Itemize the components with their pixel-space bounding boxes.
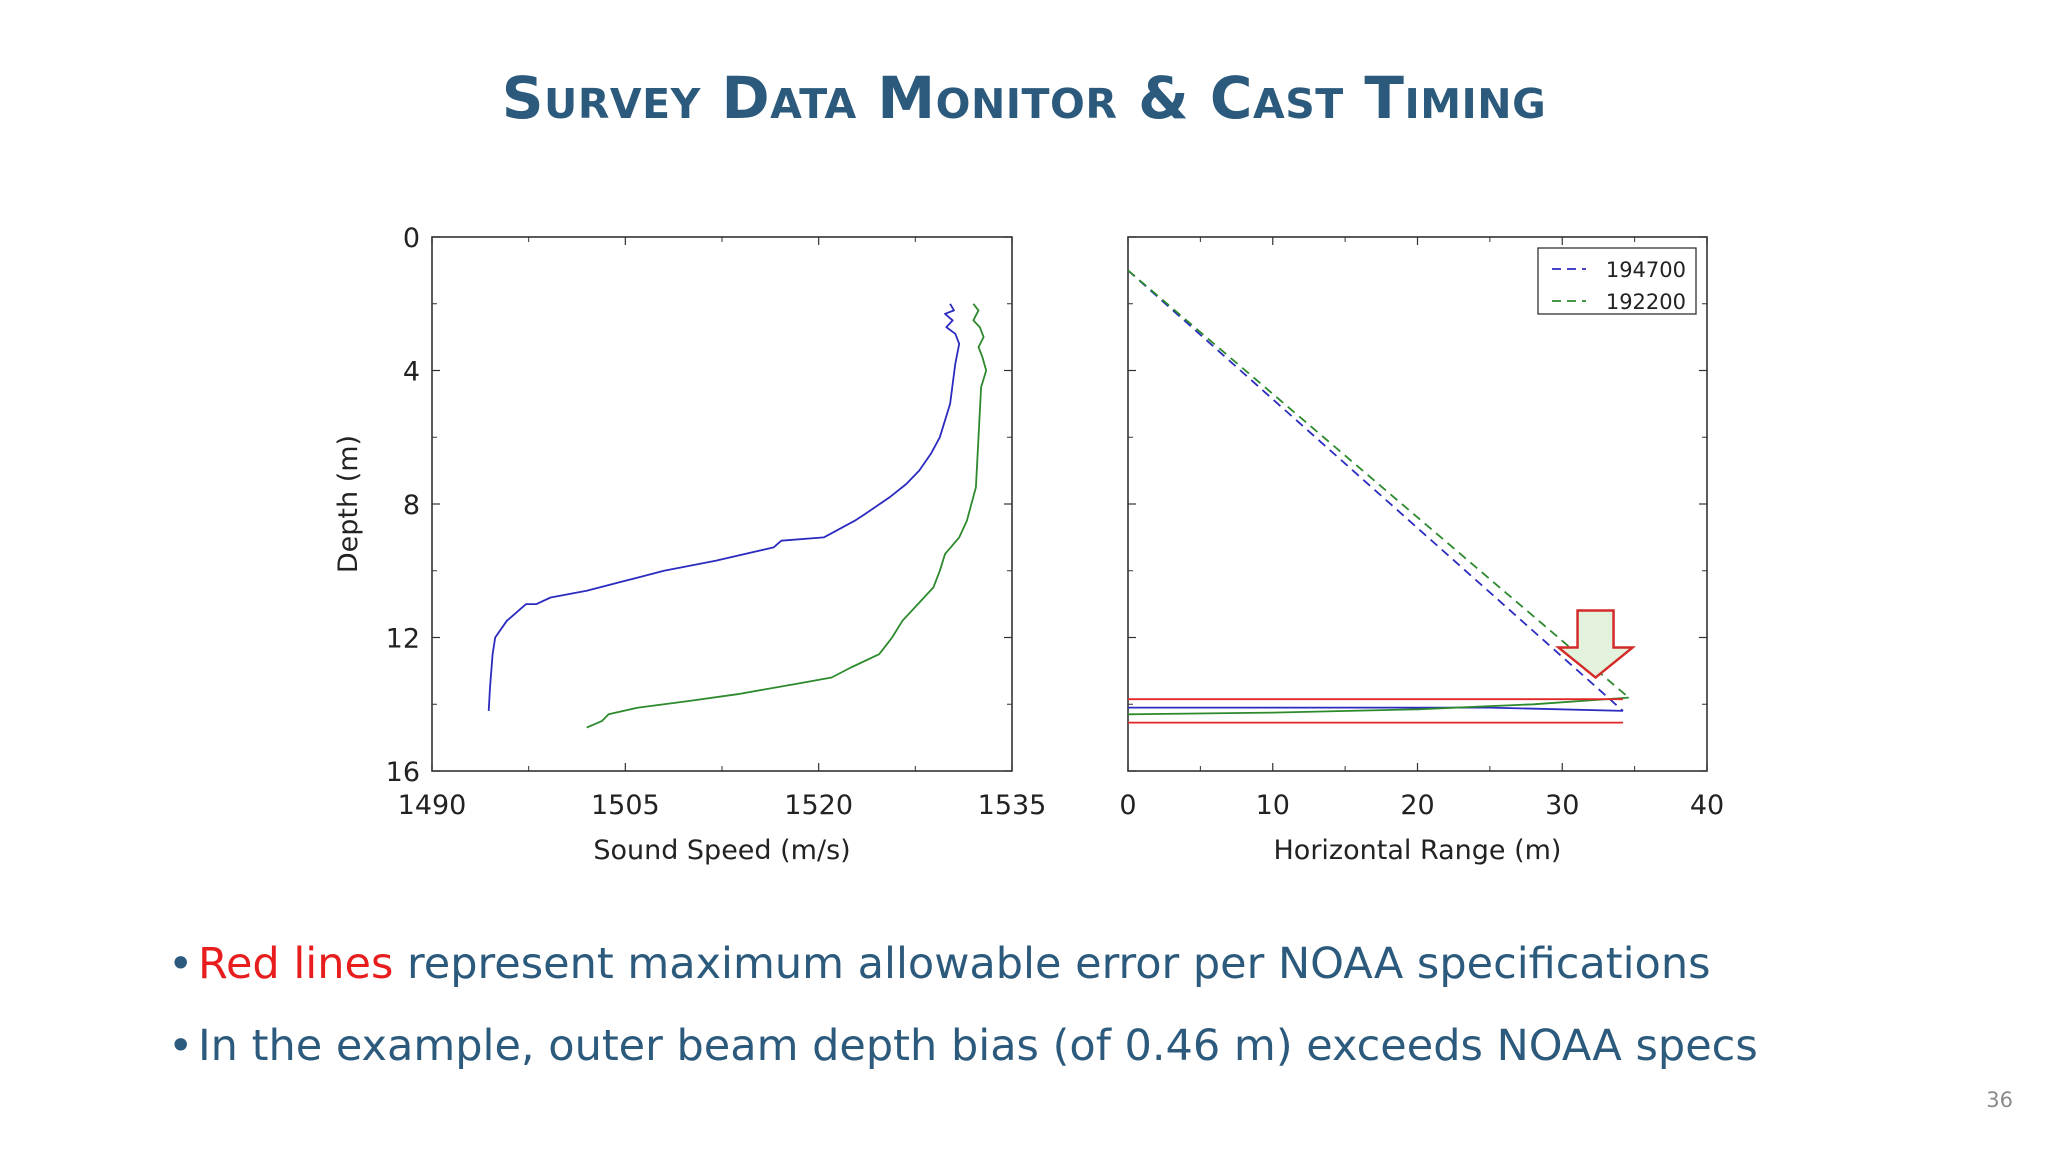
- x-tick-label: 20: [1400, 790, 1434, 821]
- y-axis-label: Depth (m): [333, 435, 364, 573]
- x-axis-label: Horizontal Range (m): [1274, 835, 1562, 866]
- series-line-192200: [1127, 269, 1630, 699]
- bullet-item-depth-bias: • In the example, outer beam depth bias (…: [168, 1016, 1758, 1076]
- legend-box: [1537, 247, 1697, 315]
- bullet-dot: •: [168, 1021, 194, 1071]
- series-line-194700-bottom: [1128, 706, 1624, 712]
- x-axis-label: Sound Speed (m/s): [593, 835, 850, 866]
- x-tick-label: 40: [1690, 790, 1724, 821]
- series-line-192200-bottom: [1127, 696, 1629, 716]
- charts-figure: 1490 1505 1520 1535 0 4 8 12 16 Sound Speed (m/s)…: [333, 223, 1724, 866]
- x-tick-label: 1505: [591, 790, 660, 821]
- horizontal-range-chart: 0 10 20 30 40 Horizontal Range (m) 194700 19220…: [1119, 236, 1724, 866]
- x-tick-label: 10: [1256, 790, 1290, 821]
- sound-speed-chart: 1490 1505 1520 1535 0 4 8 12 16 Sound Speed (m/s)…: [333, 223, 1046, 866]
- page-title: Survey Data Monitor & Cast Timing: [501, 64, 1547, 132]
- arrow-down-icon: [1555, 609, 1637, 680]
- series-line-192200: [586, 303, 988, 729]
- legend-label: 192200: [1606, 290, 1686, 314]
- y-tick-label: 12: [386, 624, 420, 655]
- series-line-194700: [1127, 269, 1624, 712]
- legend-label: 194700: [1606, 258, 1686, 282]
- series-line-194700: [487, 303, 961, 711]
- bullet-highlight: Red lines: [198, 939, 394, 989]
- bullet-list: • Red lines represent maximum allowable e…: [168, 934, 1758, 1098]
- x-tick-label: 0: [1119, 790, 1136, 821]
- bullet-text: represent maximum allowable error per NO…: [393, 939, 1711, 989]
- page-number: 36: [1986, 1088, 2013, 1112]
- bullet-item-red-lines: • Red lines represent maximum allowable e…: [168, 934, 1758, 994]
- y-tick-label: 0: [403, 223, 420, 254]
- x-tick-label: 1535: [978, 790, 1047, 821]
- x-tick-label: 1490: [398, 790, 467, 821]
- chart-legend: 194700 192200: [1537, 247, 1697, 315]
- x-tick-label: 1520: [784, 790, 853, 821]
- plot-frame: [431, 236, 1013, 772]
- y-tick-label: 16: [386, 757, 420, 788]
- x-tick-label: 30: [1545, 790, 1579, 821]
- y-tick-label: 8: [403, 490, 420, 521]
- bullet-text: In the example, outer beam depth bias (o…: [198, 1021, 1758, 1071]
- y-tick-label: 4: [403, 357, 420, 388]
- bullet-dot: •: [168, 939, 194, 989]
